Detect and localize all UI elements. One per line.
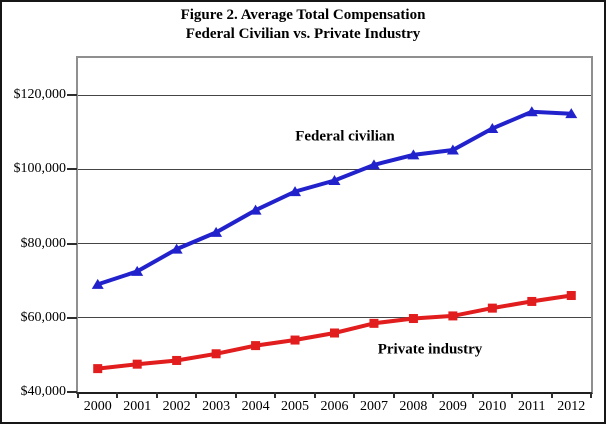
x-axis-label: 2000: [83, 399, 112, 414]
x-axis-tick: [155, 392, 158, 398]
x-axis-label: 2012: [557, 399, 586, 414]
x-axis-tick: [274, 392, 277, 398]
triangle-marker: [525, 106, 538, 117]
square-marker: [330, 328, 339, 338]
square-marker: [487, 303, 497, 313]
series-label-federal-civilian: Federal civilian: [295, 128, 395, 145]
x-axis-label: 2010: [478, 399, 507, 414]
square-marker: [93, 364, 103, 374]
x-axis-tick: [116, 392, 119, 398]
gridline-100000: [78, 168, 591, 170]
x-axis-label: 2004: [241, 399, 270, 414]
x-axis-tick: [511, 392, 514, 398]
x-axis-label: 2009: [438, 399, 467, 414]
square-marker: [369, 318, 379, 328]
x-axis-tick: [432, 392, 435, 398]
x-axis-tick: [77, 392, 79, 398]
x-axis-tick: [234, 392, 237, 398]
x-axis-label: 2007: [359, 399, 388, 414]
triangle-marker: [407, 149, 420, 160]
square-marker: [132, 359, 142, 369]
line-series-canvas: [91, 106, 578, 374]
y-axis-label: $40,000: [20, 384, 67, 399]
x-axis-label: 2002: [162, 399, 191, 414]
triangle-marker: [210, 226, 223, 237]
triangle-marker: [328, 174, 341, 185]
triangle-marker: [289, 186, 302, 197]
chart-title-line2: Federal Civilian vs. Private Industry: [185, 26, 421, 42]
gridline-60000: [78, 317, 591, 319]
square-marker: [172, 355, 182, 365]
y-axis-tick: [67, 94, 77, 97]
y-axis-label: $80,000: [20, 235, 67, 251]
square-marker: [211, 349, 221, 359]
x-axis-tick: [392, 392, 395, 398]
series-label-private-industry: Private industry: [377, 341, 483, 358]
triangle-marker: [91, 278, 104, 289]
y-axis-label: $120,000: [13, 87, 67, 103]
gridline-120000: [78, 94, 591, 96]
triangle-marker: [565, 108, 578, 119]
x-axis-label: 2008: [399, 399, 428, 414]
square-marker: [251, 341, 261, 351]
y-axis-tick: [67, 168, 77, 171]
y-axis-label: $60,000: [20, 309, 67, 325]
triangle-marker: [367, 159, 380, 170]
chart-title-line1: Figure 2. Average Total Compensation: [180, 7, 426, 23]
triangle-marker: [486, 123, 499, 134]
plot-area: $120,000 $100,000 $80,000 $60,000 $40,000 200…: [14, 56, 593, 414]
x-axis-tick: [313, 392, 316, 398]
y-axis-tick: [67, 242, 77, 245]
x-axis-tick: [195, 392, 198, 398]
x-axis-tick: [550, 392, 553, 398]
y-axis-label: $100,000: [13, 161, 67, 177]
chart-title: Figure 2. Average Total Compensation Fed…: [0, 6, 606, 44]
x-axis-tick: [471, 392, 474, 398]
triangle-marker: [249, 204, 262, 215]
square-marker: [566, 291, 576, 301]
x-axis-label: 2011: [518, 399, 546, 414]
x-axis-tick: [353, 392, 356, 398]
y-axis-tick: [67, 316, 77, 319]
square-marker: [290, 335, 300, 345]
square-marker: [527, 296, 537, 306]
triangle-marker: [170, 243, 183, 254]
square-marker: [448, 311, 458, 321]
x-axis-label: 2006: [320, 399, 349, 414]
x-axis-label: 2005: [281, 399, 310, 414]
triangle-marker: [131, 265, 144, 276]
triangle-marker: [446, 144, 459, 155]
x-axis-label: 2001: [123, 399, 152, 414]
square-marker: [408, 314, 418, 324]
y-axis-tick: [67, 391, 77, 393]
x-axis-label: 2003: [202, 399, 231, 414]
x-axis-tick: [590, 392, 592, 398]
gridline-80000: [78, 243, 591, 245]
